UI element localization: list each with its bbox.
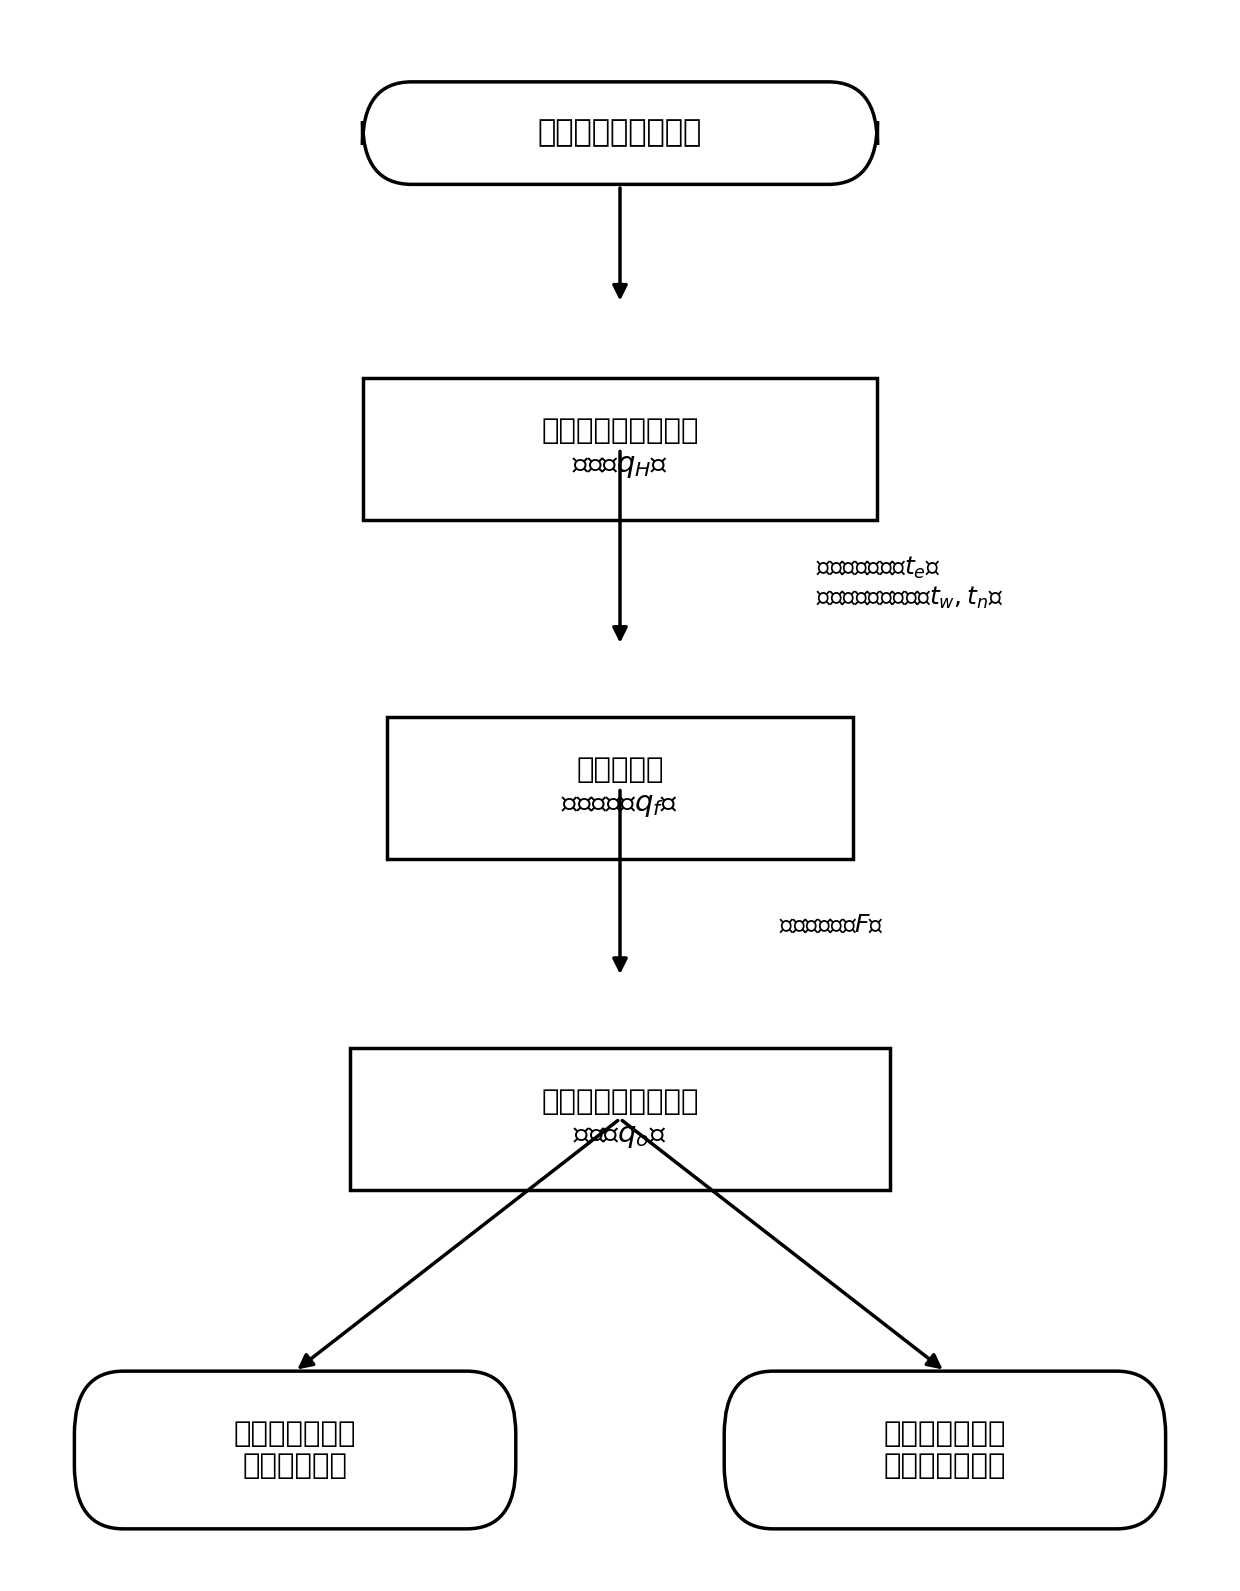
Text: 固体电制热储热
机组总装机容量: 固体电制热储热 机组总装机容量	[884, 1419, 1006, 1480]
Text: 建筑物采暖季耗热量
指标（$q_H$）: 建筑物采暖季耗热量 指标（$q_H$）	[541, 417, 699, 480]
Text: 采暖期室内平均温度: 采暖期室内平均温度	[538, 119, 702, 148]
FancyBboxPatch shape	[350, 1048, 890, 1190]
Text: 储热供暖机组热负荷
指标（$q_o$）: 储热供暖机组热负荷 指标（$q_o$）	[541, 1088, 699, 1150]
FancyBboxPatch shape	[362, 377, 878, 520]
Text: 建筑物面积（$F$）: 建筑物面积（$F$）	[780, 913, 884, 937]
Text: 室外平均温度（$t_e$）
室内、外计算温度（$t_w,t_n$）: 室外平均温度（$t_e$） 室内、外计算温度（$t_w,t_n$）	[816, 554, 1003, 611]
FancyBboxPatch shape	[387, 716, 853, 859]
FancyBboxPatch shape	[74, 1371, 516, 1529]
Text: 建筑物采暖
季热指标（$q_f$）: 建筑物采暖 季热指标（$q_f$）	[562, 756, 678, 819]
FancyBboxPatch shape	[724, 1371, 1166, 1529]
Text: 固体电制热储热
机组总蓄热量: 固体电制热储热 机组总蓄热量	[234, 1419, 356, 1480]
FancyBboxPatch shape	[362, 81, 878, 185]
